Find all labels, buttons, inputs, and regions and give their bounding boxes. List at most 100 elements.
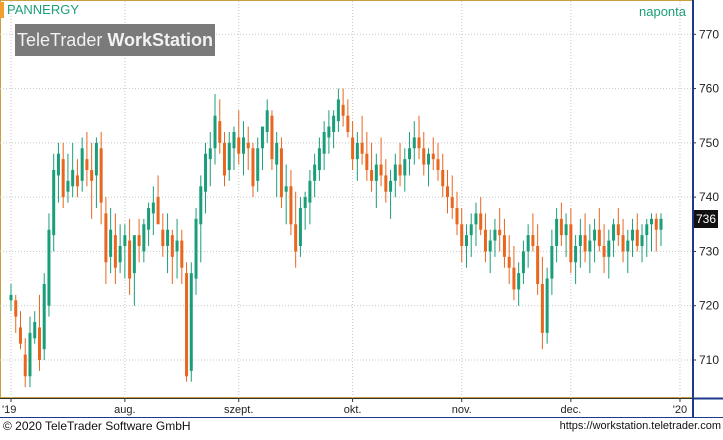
grid-layer xyxy=(0,0,693,398)
y-tick-label: 760 xyxy=(699,82,719,96)
ohlc-bar xyxy=(460,208,464,263)
bar-body xyxy=(583,235,587,252)
bar-body xyxy=(483,229,487,252)
bar-body xyxy=(123,235,127,246)
bar-body xyxy=(71,170,75,187)
bar-body xyxy=(517,273,521,290)
ohlc-bar xyxy=(237,110,241,165)
ohlc-bar xyxy=(75,159,79,198)
bar-body xyxy=(555,218,559,246)
bar-body xyxy=(450,197,454,208)
y-tick-label: 770 xyxy=(699,27,719,41)
ohlc-bar xyxy=(99,132,103,225)
bar-body xyxy=(526,235,530,252)
ohlc-bar xyxy=(199,175,203,263)
period-selector[interactable]: naponta xyxy=(639,4,686,19)
ohlc-bar xyxy=(9,284,13,312)
bar-body xyxy=(42,284,46,350)
ohlc-bar xyxy=(189,262,193,382)
bar-body xyxy=(398,164,402,176)
bar-body xyxy=(80,148,84,181)
ohlc-bar xyxy=(303,191,307,230)
ohlc-bar xyxy=(417,115,421,160)
ohlc-bar xyxy=(28,316,32,388)
bar-body xyxy=(521,251,525,274)
x-tick-label: aug. xyxy=(114,404,135,416)
bar-body xyxy=(9,294,13,301)
ohlc-bar xyxy=(327,110,331,154)
ohlc-bar xyxy=(322,121,326,170)
bar-body xyxy=(256,148,260,181)
bar-body xyxy=(654,218,658,230)
ohlc-bar xyxy=(284,164,288,225)
ohlc-bar xyxy=(607,229,611,279)
bar-body xyxy=(417,137,421,149)
bar-body xyxy=(18,327,22,344)
symbol-label: PANNERGY xyxy=(7,2,79,17)
ohlc-bar xyxy=(313,153,317,198)
ohlc-bar xyxy=(275,132,279,198)
ohlc-bar xyxy=(332,110,336,149)
bar-body xyxy=(265,110,269,132)
bar-body xyxy=(616,224,620,236)
bar-body xyxy=(118,246,122,263)
ohlc-bar xyxy=(365,132,369,181)
ohlc-bar xyxy=(351,121,355,170)
ohlc-bar xyxy=(166,213,170,274)
ohlc-bar xyxy=(90,142,94,219)
bar-body xyxy=(341,104,345,116)
bar-body xyxy=(241,137,245,154)
bar-body xyxy=(502,235,506,257)
x-tick-label: szept. xyxy=(224,404,253,416)
ohlc-bar xyxy=(223,132,227,187)
bar-body xyxy=(28,332,32,377)
bar-body xyxy=(237,137,241,154)
ohlc-bar xyxy=(185,262,189,382)
ohlc-bar xyxy=(526,224,530,268)
bar-body xyxy=(479,213,483,230)
bar-body xyxy=(227,142,231,170)
ohlc-bar xyxy=(374,153,378,208)
bar-body xyxy=(631,229,635,241)
bar-body xyxy=(384,175,388,192)
bar-body xyxy=(208,148,212,160)
ohlc-bar xyxy=(270,110,274,170)
bar-body xyxy=(640,235,644,246)
bar-body xyxy=(507,256,511,268)
ohlc-bar xyxy=(14,294,18,333)
footer-url[interactable]: https://workstation.teletrader.com xyxy=(559,420,721,432)
watermark-logo: TeleTrader WorkStation xyxy=(15,24,215,56)
ohlc-bar xyxy=(389,170,393,219)
y-tick-label: 740 xyxy=(699,190,719,204)
bar-body xyxy=(317,148,321,170)
ohlc-bar xyxy=(422,132,426,176)
bar-body xyxy=(531,235,535,246)
ohlc-bar xyxy=(104,197,108,284)
y-tick-label: 730 xyxy=(699,244,719,258)
ohlc-bar xyxy=(640,224,644,263)
ohlc-bar xyxy=(635,213,639,252)
ohlc-bar xyxy=(659,213,663,246)
bar-body xyxy=(298,208,302,246)
ohlc-bar xyxy=(227,132,231,181)
ohlc-bar xyxy=(346,99,350,138)
ohlc-bar xyxy=(517,262,521,306)
bar-body xyxy=(389,180,393,192)
ohlc-bar xyxy=(218,99,222,154)
ohlc-bar xyxy=(194,208,198,295)
ohlc-bar xyxy=(251,142,255,198)
bar-body xyxy=(94,142,98,176)
bar-body xyxy=(464,235,468,246)
ohlc-bar xyxy=(137,218,141,263)
watermark-brand: TeleTrader xyxy=(16,30,108,50)
ohlc-bar xyxy=(317,137,321,181)
bar-body xyxy=(393,164,397,181)
ohlc-bar xyxy=(555,208,559,263)
bar-body xyxy=(550,246,554,279)
bar-body xyxy=(427,153,431,165)
ohlc-bar xyxy=(650,213,654,252)
bar-body xyxy=(588,240,592,252)
bar-body xyxy=(488,240,492,252)
bar-body xyxy=(455,208,459,225)
bar-body xyxy=(132,235,136,274)
